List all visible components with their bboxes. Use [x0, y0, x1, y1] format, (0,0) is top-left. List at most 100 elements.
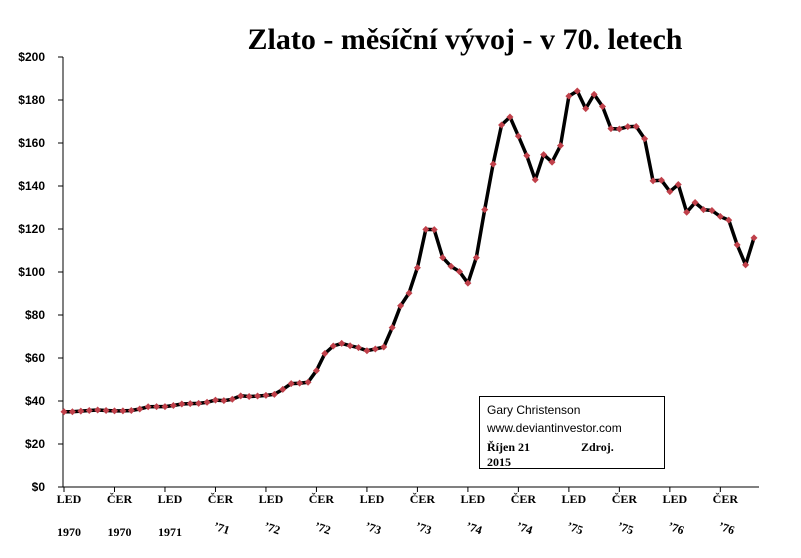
x-tick-label-month: LED — [259, 492, 284, 506]
data-point — [136, 405, 144, 413]
source-label: Zdroj. — [581, 440, 614, 454]
x-tick-label-month: ČER — [511, 492, 537, 506]
data-point — [548, 158, 556, 166]
x-tick-label-month: LED — [57, 492, 82, 506]
x-tick-label-month: ČER — [309, 492, 335, 506]
data-point — [700, 206, 708, 214]
x-tick-label-month: ČER — [713, 492, 739, 506]
data-point — [725, 216, 733, 224]
data-point — [363, 347, 371, 355]
data-point — [329, 342, 337, 350]
data-point — [498, 121, 506, 129]
data-point — [110, 407, 118, 415]
data-point — [540, 151, 548, 159]
data-point — [506, 113, 514, 121]
data-point — [430, 226, 438, 234]
x-tick-label-year: ’73 — [363, 519, 383, 537]
data-point — [355, 344, 363, 352]
x-tick-label-year: ’76 — [666, 519, 686, 537]
data-point — [683, 208, 691, 216]
data-point — [169, 402, 177, 410]
data-point — [708, 207, 716, 215]
data-point — [296, 379, 304, 387]
data-point — [60, 408, 68, 416]
x-tick-label-year: ’74 — [464, 519, 484, 537]
data-point — [397, 302, 405, 310]
data-point — [68, 408, 76, 416]
data-point — [388, 324, 396, 332]
data-point — [565, 92, 573, 100]
data-point — [674, 180, 682, 188]
chart-title: Zlato - měsíční vývoj - v 70. letech — [248, 23, 683, 56]
data-point — [144, 403, 152, 411]
x-tick-label-year: ’75 — [616, 519, 636, 537]
x-tick-label-month: LED — [360, 492, 385, 506]
data-point — [531, 176, 539, 184]
data-point — [615, 125, 623, 133]
data-point — [657, 176, 665, 184]
data-point — [666, 188, 674, 196]
data-point — [178, 400, 186, 408]
x-tick-label-year: ’74 — [515, 519, 535, 537]
data-point — [203, 398, 211, 406]
data-point — [262, 391, 270, 399]
data-point — [245, 392, 253, 400]
data-point — [237, 392, 245, 400]
data-point — [464, 279, 472, 287]
data-point — [590, 90, 598, 98]
source-date: Říjen 21 — [487, 440, 530, 454]
y-tick-label: $200 — [18, 50, 45, 64]
data-point — [77, 407, 85, 415]
data-point — [582, 105, 590, 113]
data-point — [279, 385, 287, 393]
data-point — [85, 406, 93, 414]
x-tick-label-month: ČER — [208, 492, 234, 506]
data-point — [481, 206, 489, 214]
data-point — [691, 199, 699, 207]
y-tick-label: $40 — [25, 394, 45, 408]
data-point — [413, 264, 421, 272]
x-tick-label-year: 1970 — [107, 525, 131, 539]
x-tick-label-month: ČER — [410, 492, 436, 506]
source-author: Gary Christenson — [487, 403, 581, 417]
source-box: Gary Christenson www.deviantinvestor.com… — [479, 396, 665, 469]
data-point — [304, 378, 312, 386]
series-gold-price — [60, 87, 758, 416]
data-point — [94, 406, 102, 414]
y-axis: $0 $20 $40 $60 $80 $100 $120 $140 $160 $180 $200 — [18, 50, 64, 494]
data-point — [439, 254, 447, 262]
data-point — [186, 400, 194, 408]
data-point — [573, 87, 581, 95]
data-point — [556, 142, 564, 150]
x-axis: LED 1970 ČER 1970 LED 1971 ČER ’71 LED ’72 ČER ’72 L… — [57, 486, 759, 539]
x-tick-label-month: LED — [158, 492, 183, 506]
y-tick-label: $60 — [25, 351, 45, 365]
y-tick-label: $140 — [18, 179, 45, 193]
data-point — [405, 289, 413, 297]
series-line — [64, 89, 756, 414]
y-tick-label: $160 — [18, 136, 45, 150]
y-tick-label: $180 — [18, 93, 45, 107]
source-url: www.deviantinvestor.com — [487, 421, 622, 435]
data-point — [127, 406, 135, 414]
x-tick-label-month: LED — [461, 492, 486, 506]
data-point — [195, 399, 203, 407]
data-point — [228, 395, 236, 403]
data-point — [624, 123, 632, 131]
x-tick-label-year: 1970 — [57, 525, 81, 539]
x-tick-label-year: 1971 — [158, 525, 182, 539]
data-point — [220, 397, 228, 405]
data-point — [338, 339, 346, 347]
x-tick-label-year: ’72 — [262, 519, 282, 537]
y-tick-label: $80 — [25, 308, 45, 322]
x-tick-label-year: ’76 — [717, 519, 737, 537]
data-point — [514, 132, 522, 140]
data-point — [422, 225, 430, 233]
data-point — [254, 392, 262, 400]
data-point — [270, 390, 278, 398]
y-tick-label: $20 — [25, 437, 45, 451]
data-point — [161, 403, 169, 411]
data-point — [371, 345, 379, 353]
data-point — [455, 268, 463, 276]
